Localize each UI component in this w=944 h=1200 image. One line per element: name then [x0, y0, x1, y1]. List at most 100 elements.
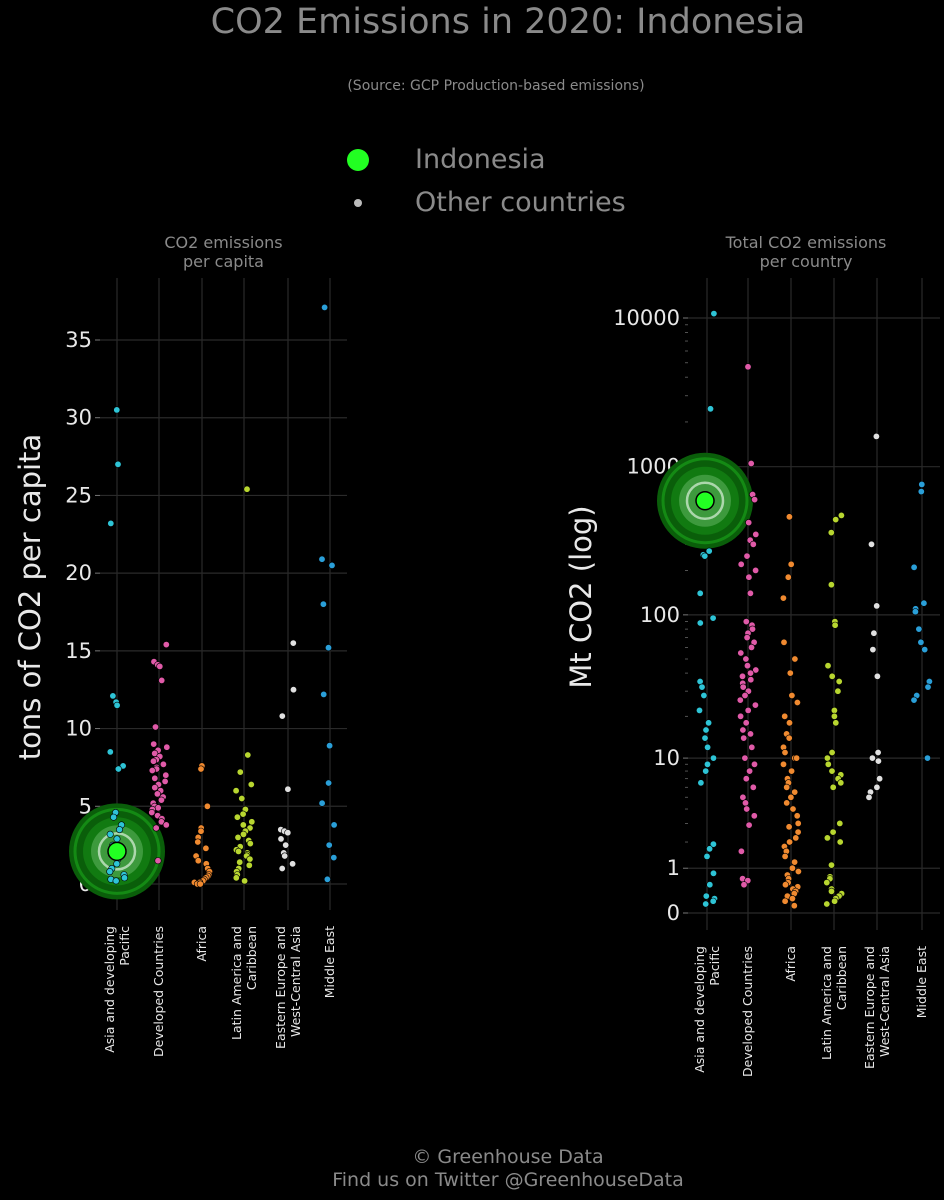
data-point	[783, 783, 791, 791]
panel-title-line: CO2 emissions	[164, 233, 282, 252]
data-point	[154, 857, 162, 865]
data-point	[116, 826, 124, 834]
data-point	[781, 712, 789, 720]
legend-marker-indonesia	[347, 149, 369, 171]
data-point	[740, 734, 748, 742]
data-point	[194, 857, 202, 865]
data-point	[872, 432, 880, 440]
data-point	[162, 641, 170, 649]
legend-label-indonesia: Indonesia	[415, 144, 546, 175]
x-category-label-line: Pacific	[707, 946, 722, 986]
x-category-label: Africa	[194, 926, 209, 962]
y-tick-label: 5	[79, 794, 92, 818]
series-developed-countries	[736, 363, 760, 889]
panel-title: Total CO2 emissions per country	[725, 233, 887, 271]
data-point	[920, 599, 928, 607]
x-category-label-line: Middle East	[914, 946, 929, 1018]
data-point	[197, 765, 205, 773]
data-point	[325, 841, 333, 849]
data-point	[156, 662, 164, 670]
data-point	[874, 757, 882, 765]
data-point	[112, 877, 120, 885]
y-tick-label: 1	[667, 856, 680, 880]
data-point	[741, 691, 749, 699]
data-point	[743, 805, 751, 813]
data-point	[910, 563, 918, 571]
data-point	[701, 552, 709, 560]
data-point	[278, 864, 286, 872]
data-point	[700, 691, 708, 699]
series-eastern-europe-and-west-central-asia	[277, 639, 297, 872]
data-point	[830, 712, 838, 720]
data-point	[924, 683, 932, 691]
data-point	[785, 734, 793, 742]
data-point	[831, 621, 839, 629]
data-point	[284, 785, 292, 793]
data-point	[783, 799, 791, 807]
y-axis-label: tons of CO2 per capita	[13, 434, 47, 760]
data-point	[248, 818, 256, 826]
data-point	[709, 614, 717, 622]
data-point	[785, 823, 793, 831]
data-point	[289, 639, 297, 647]
data-point	[911, 608, 919, 616]
data-point	[109, 692, 117, 700]
data-point	[780, 638, 788, 646]
data-point	[702, 892, 710, 900]
data-point	[746, 589, 754, 597]
data-point	[702, 726, 710, 734]
data-point	[162, 821, 170, 829]
data-point	[743, 552, 751, 560]
data-point	[151, 784, 159, 792]
data-point	[151, 774, 159, 782]
data-point	[246, 855, 254, 863]
data-point	[794, 819, 802, 827]
footer-copyright: © Greenhouse Data	[412, 1146, 604, 1168]
data-point	[785, 513, 793, 521]
data-point	[706, 845, 714, 853]
data-point	[832, 719, 840, 727]
chart-title: CO2 Emissions in 2020: Indonesia	[210, 2, 806, 42]
data-point	[749, 783, 757, 791]
data-point	[241, 877, 249, 885]
data-point	[747, 676, 755, 684]
x-category-label: Developed Countries	[151, 926, 166, 1057]
data-point	[827, 861, 835, 869]
data-point	[710, 310, 718, 318]
data-point	[823, 754, 831, 762]
data-point	[787, 560, 795, 568]
legend-item-others: Other countries	[340, 183, 740, 223]
series-middle-east	[910, 480, 933, 762]
data-point	[243, 485, 251, 493]
data-point	[742, 655, 750, 663]
x-category-label: Latin America andCaribbean	[229, 926, 259, 1040]
data-point	[750, 812, 758, 820]
series-developed-countries	[148, 641, 171, 865]
data-point	[873, 602, 881, 610]
y-tick-label: 100	[640, 603, 680, 627]
x-category-label-line: Pacific	[117, 926, 132, 966]
data-point	[917, 638, 925, 646]
data-point	[749, 540, 757, 548]
data-point	[745, 573, 753, 581]
data-point	[709, 897, 717, 905]
x-category-label-line: Developed Countries	[151, 926, 166, 1057]
data-point	[110, 813, 118, 821]
data-point	[747, 643, 755, 651]
data-point	[152, 824, 160, 832]
data-point	[232, 874, 240, 882]
panel-title-line: Total CO2 emissions	[725, 233, 887, 252]
panel-title: CO2 emissions per capita	[164, 233, 282, 271]
data-point	[737, 847, 745, 855]
x-category-label-line: Caribbean	[834, 946, 849, 1010]
data-point	[284, 829, 292, 837]
series-africa	[779, 513, 802, 910]
x-category-label-line: Eastern Europe and	[273, 926, 288, 1049]
data-point	[837, 511, 845, 519]
data-point	[150, 757, 158, 765]
chart-subtitle: (Source: GCP Production-based emissions)	[347, 78, 645, 94]
data-point	[748, 625, 756, 633]
data-point	[318, 555, 326, 563]
